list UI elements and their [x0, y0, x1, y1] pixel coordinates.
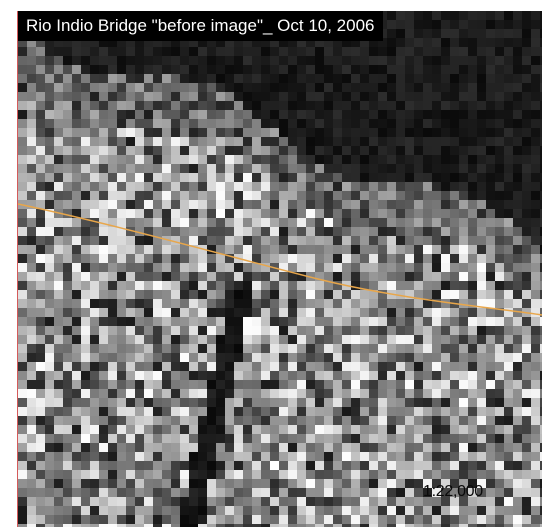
road-line [18, 203, 542, 316]
map-title: Rio Indio Bridge "before image"_ Oct 10,… [18, 11, 383, 41]
satellite-imagery [18, 11, 542, 527]
map-frame: Rio Indio Bridge "before image"_ Oct 10,… [17, 11, 542, 527]
scale-label: 1:22,000 [423, 483, 483, 500]
